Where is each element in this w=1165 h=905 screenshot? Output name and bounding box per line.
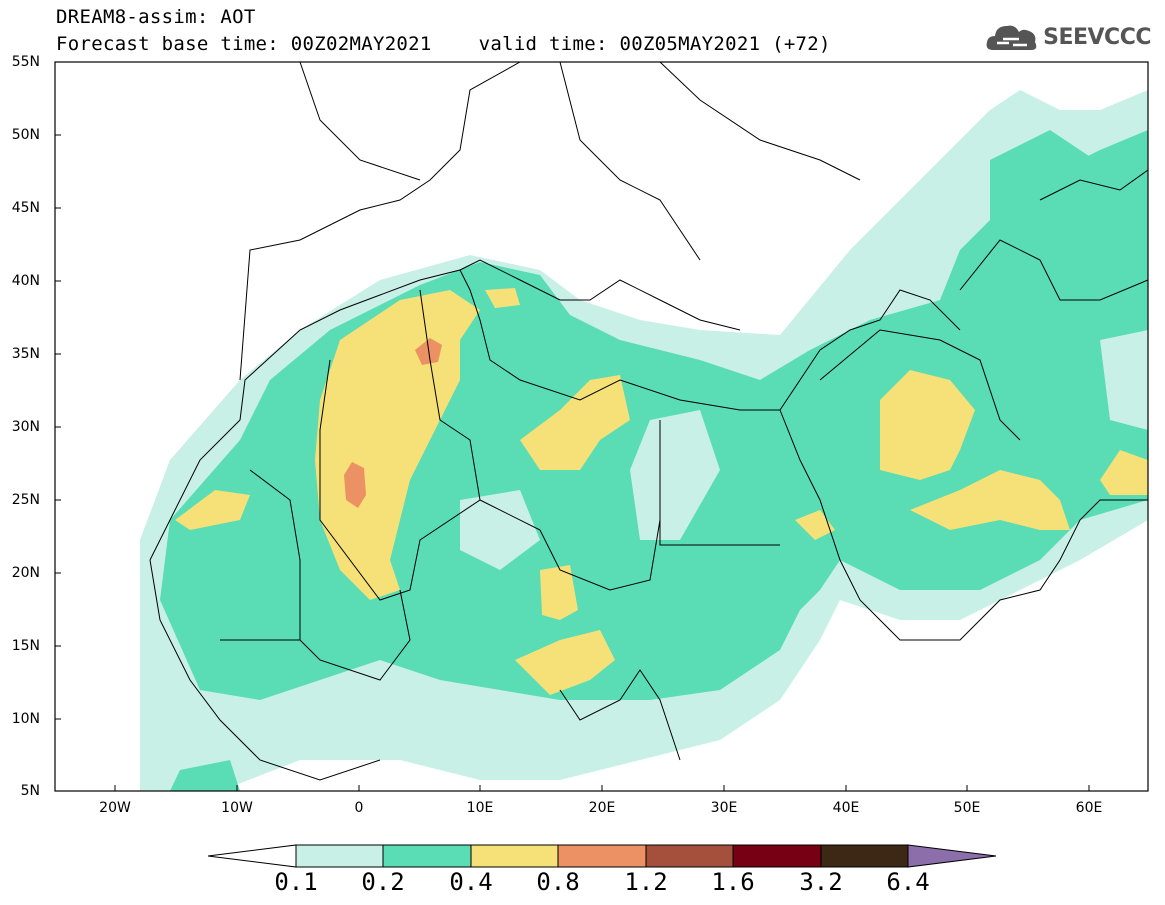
lon-label: 60E xyxy=(1075,800,1103,816)
colorbar-label: 1.2 xyxy=(624,868,668,896)
cloud-icon xyxy=(986,25,1037,50)
colorbar-label: 0.8 xyxy=(536,868,580,896)
aot-0.8-area xyxy=(344,462,366,508)
logo-text: SEEVCCC xyxy=(1043,24,1151,50)
coastlines-borders xyxy=(149,62,1148,781)
aot-0.2-area-south xyxy=(170,760,240,791)
lat-label: 40N xyxy=(11,273,40,289)
colorbar-label: 3.2 xyxy=(799,868,843,896)
colorbar-bin xyxy=(295,844,384,868)
colorbar-bin xyxy=(557,844,647,868)
colorbar-label: 0.1 xyxy=(274,868,318,896)
lat-label: 55N xyxy=(11,54,40,70)
aot-light-patch xyxy=(1100,330,1148,430)
colorbar-label: 6.4 xyxy=(886,868,930,896)
lat-label: 20N xyxy=(11,565,40,581)
aot-0.4-area xyxy=(175,490,250,530)
lat-label: 45N xyxy=(11,200,40,216)
lat-label: 5N xyxy=(20,783,40,799)
aot-0.4-area xyxy=(515,630,615,695)
lon-label: 50E xyxy=(953,800,981,816)
colorbar-bin xyxy=(732,844,822,868)
colorbar-low-arrow xyxy=(207,844,297,868)
colorbar-label: 0.2 xyxy=(361,868,405,896)
colorbar-high-arrow xyxy=(907,844,997,868)
colorbar-bin xyxy=(645,844,734,868)
colorbar-bin xyxy=(470,844,559,868)
colorbar-label: 0.4 xyxy=(449,868,493,896)
aot-0.4-area xyxy=(315,290,480,600)
lon-label: 30E xyxy=(710,800,738,816)
axis-ticks xyxy=(55,61,1090,792)
aot-light-patch xyxy=(300,690,400,760)
lon-label: 40E xyxy=(832,800,860,816)
lon-label: 20E xyxy=(588,800,616,816)
aot-light-patch xyxy=(460,490,540,570)
lat-label: 25N xyxy=(11,492,40,508)
aot-0.4-area xyxy=(540,565,578,620)
lon-label: 10W xyxy=(221,800,253,816)
map-title: DREAM8-assim: AOT xyxy=(56,6,256,28)
lon-label: 20W xyxy=(99,800,131,816)
aot-0.4-area xyxy=(910,470,1070,530)
aot-0.4-area xyxy=(485,288,520,308)
aot-0.4-area xyxy=(1100,450,1148,495)
lon-label: 0 xyxy=(354,800,364,816)
colorbar-bin xyxy=(382,844,472,868)
aot-0.4-area xyxy=(880,370,975,480)
colorbar-label: 1.6 xyxy=(711,868,755,896)
aot-0.2-area xyxy=(160,130,1148,700)
lat-label: 30N xyxy=(11,419,40,435)
colorbar-bin xyxy=(820,844,909,868)
lat-label: 35N xyxy=(11,346,40,362)
lon-label: 10E xyxy=(466,800,494,816)
aot-light-patch xyxy=(630,410,720,540)
lat-label: 50N xyxy=(11,127,40,143)
aot-0.4-area xyxy=(795,510,835,540)
aot-contours xyxy=(140,90,1148,791)
lat-label: 10N xyxy=(11,711,40,727)
map-subtitle: Forecast base time: 00Z02MAY2021 valid t… xyxy=(56,33,831,55)
lat-label: 15N xyxy=(11,638,40,654)
aot-0.2-area-east xyxy=(990,130,1148,300)
seevccc-logo: SEEVCCC xyxy=(985,20,1151,54)
colorbar xyxy=(207,844,997,868)
aot-0.4-area xyxy=(520,375,630,470)
